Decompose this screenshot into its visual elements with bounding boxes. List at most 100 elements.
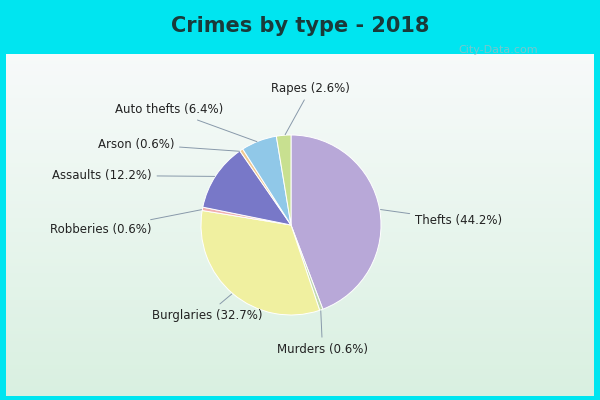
Bar: [6, 334, 594, 338]
Text: Murders (0.6%): Murders (0.6%): [277, 311, 368, 356]
Text: Arson (0.6%): Arson (0.6%): [97, 138, 239, 151]
Bar: [6, 355, 594, 358]
Bar: [6, 259, 594, 263]
Bar: [6, 341, 594, 345]
Bar: [6, 358, 594, 362]
Bar: [6, 392, 594, 396]
Bar: [6, 270, 594, 273]
Bar: [6, 133, 594, 136]
Bar: [6, 324, 594, 328]
Bar: [6, 389, 594, 392]
Bar: [6, 211, 594, 215]
Bar: [6, 232, 594, 235]
Bar: [6, 92, 594, 95]
Bar: [6, 263, 594, 266]
Wedge shape: [277, 135, 291, 225]
Wedge shape: [291, 225, 323, 310]
Bar: [6, 58, 594, 61]
Text: City-Data.com: City-Data.com: [458, 45, 538, 55]
Bar: [6, 129, 594, 133]
Text: Thefts (44.2%): Thefts (44.2%): [380, 210, 502, 227]
Bar: [6, 307, 594, 310]
Bar: [6, 140, 594, 143]
Bar: [6, 167, 594, 170]
Bar: [6, 273, 594, 276]
Bar: [6, 235, 594, 239]
Wedge shape: [202, 207, 291, 225]
Bar: [6, 150, 594, 153]
Bar: [6, 116, 594, 119]
Bar: [6, 180, 594, 184]
Bar: [6, 317, 594, 321]
Bar: [6, 164, 594, 167]
Text: Crimes by type - 2018: Crimes by type - 2018: [171, 16, 429, 36]
Bar: [6, 294, 594, 297]
Bar: [6, 365, 594, 369]
Bar: [6, 194, 594, 198]
Bar: [6, 225, 594, 228]
Bar: [6, 379, 594, 382]
Bar: [6, 376, 594, 379]
Text: Robberies (0.6%): Robberies (0.6%): [50, 210, 202, 236]
Bar: [6, 64, 594, 68]
Bar: [6, 88, 594, 92]
Bar: [6, 54, 594, 58]
Bar: [6, 239, 594, 242]
Bar: [6, 215, 594, 218]
Bar: [6, 386, 594, 389]
Bar: [6, 136, 594, 140]
Bar: [6, 228, 594, 232]
Wedge shape: [291, 135, 381, 309]
Bar: [6, 280, 594, 283]
Text: Rapes (2.6%): Rapes (2.6%): [271, 82, 350, 135]
Bar: [6, 310, 594, 314]
Bar: [6, 119, 594, 122]
Bar: [6, 78, 594, 81]
Bar: [6, 198, 594, 201]
Bar: [6, 85, 594, 88]
Bar: [6, 382, 594, 386]
Bar: [6, 102, 594, 105]
Bar: [6, 71, 594, 74]
Bar: [6, 348, 594, 352]
Bar: [6, 314, 594, 317]
Bar: [6, 68, 594, 71]
Bar: [6, 187, 594, 191]
Bar: [6, 286, 594, 290]
Bar: [6, 266, 594, 270]
Bar: [6, 276, 594, 280]
Bar: [6, 98, 594, 102]
Text: Auto thefts (6.4%): Auto thefts (6.4%): [115, 103, 257, 142]
Bar: [6, 191, 594, 194]
Bar: [6, 297, 594, 300]
Bar: [6, 321, 594, 324]
Bar: [6, 156, 594, 160]
Bar: [6, 222, 594, 225]
Bar: [6, 304, 594, 307]
Bar: [6, 170, 594, 174]
Bar: [6, 126, 594, 129]
Bar: [6, 177, 594, 180]
Bar: [6, 105, 594, 109]
Bar: [6, 61, 594, 64]
Bar: [6, 95, 594, 98]
Bar: [6, 256, 594, 259]
Bar: [6, 109, 594, 112]
Text: Burglaries (32.7%): Burglaries (32.7%): [152, 294, 262, 322]
Text: Assaults (12.2%): Assaults (12.2%): [52, 169, 215, 182]
Bar: [6, 331, 594, 334]
Bar: [6, 369, 594, 372]
Bar: [6, 184, 594, 187]
Bar: [6, 204, 594, 208]
Bar: [6, 122, 594, 126]
Bar: [6, 218, 594, 222]
Bar: [6, 300, 594, 304]
Bar: [6, 112, 594, 116]
Wedge shape: [201, 210, 320, 315]
Bar: [6, 74, 594, 78]
Bar: [6, 81, 594, 85]
Bar: [6, 362, 594, 365]
Bar: [6, 283, 594, 286]
Bar: [6, 160, 594, 164]
Bar: [6, 372, 594, 376]
